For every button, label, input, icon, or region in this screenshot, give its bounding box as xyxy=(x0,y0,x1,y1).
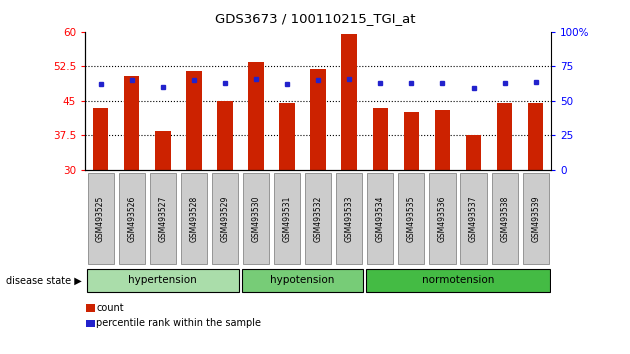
Bar xyxy=(217,101,232,170)
Bar xyxy=(528,103,544,170)
FancyBboxPatch shape xyxy=(398,173,425,264)
Text: GSM493527: GSM493527 xyxy=(158,195,167,242)
Text: GSM493530: GSM493530 xyxy=(251,195,260,242)
FancyBboxPatch shape xyxy=(243,173,269,264)
Bar xyxy=(311,69,326,170)
FancyBboxPatch shape xyxy=(118,173,145,264)
FancyBboxPatch shape xyxy=(242,269,364,292)
Text: GSM493539: GSM493539 xyxy=(531,195,540,242)
FancyBboxPatch shape xyxy=(336,173,362,264)
Text: GSM493533: GSM493533 xyxy=(345,195,353,242)
Text: GSM493535: GSM493535 xyxy=(407,195,416,242)
Text: GSM493528: GSM493528 xyxy=(190,195,198,242)
FancyBboxPatch shape xyxy=(523,173,549,264)
Text: GSM493537: GSM493537 xyxy=(469,195,478,242)
Bar xyxy=(372,108,388,170)
Bar xyxy=(93,108,108,170)
FancyBboxPatch shape xyxy=(86,269,239,292)
FancyBboxPatch shape xyxy=(181,173,207,264)
Text: disease state ▶: disease state ▶ xyxy=(6,275,82,286)
Text: hypertension: hypertension xyxy=(129,275,197,285)
Bar xyxy=(186,71,202,170)
FancyBboxPatch shape xyxy=(461,173,486,264)
Bar xyxy=(466,135,481,170)
Text: GSM493531: GSM493531 xyxy=(283,195,292,242)
Text: percentile rank within the sample: percentile rank within the sample xyxy=(96,318,261,328)
Bar xyxy=(155,131,171,170)
FancyBboxPatch shape xyxy=(150,173,176,264)
Text: GSM493526: GSM493526 xyxy=(127,195,136,242)
Text: GSM493534: GSM493534 xyxy=(376,195,385,242)
Text: GSM493532: GSM493532 xyxy=(314,195,323,242)
Text: GSM493529: GSM493529 xyxy=(220,195,229,242)
FancyBboxPatch shape xyxy=(88,173,113,264)
FancyBboxPatch shape xyxy=(366,269,550,292)
Text: GDS3673 / 100110215_TGI_at: GDS3673 / 100110215_TGI_at xyxy=(215,12,415,25)
FancyBboxPatch shape xyxy=(367,173,393,264)
Bar xyxy=(248,62,264,170)
FancyBboxPatch shape xyxy=(274,173,300,264)
Text: count: count xyxy=(96,303,124,313)
Bar xyxy=(404,113,419,170)
Text: hypotension: hypotension xyxy=(270,275,335,285)
Text: normotension: normotension xyxy=(422,275,494,285)
FancyBboxPatch shape xyxy=(430,173,455,264)
FancyBboxPatch shape xyxy=(212,173,238,264)
FancyBboxPatch shape xyxy=(491,173,518,264)
Text: GSM493538: GSM493538 xyxy=(500,195,509,242)
Text: GSM493525: GSM493525 xyxy=(96,195,105,242)
Bar xyxy=(435,110,450,170)
FancyBboxPatch shape xyxy=(305,173,331,264)
Bar xyxy=(497,103,512,170)
Bar xyxy=(341,34,357,170)
Text: GSM493536: GSM493536 xyxy=(438,195,447,242)
Bar xyxy=(279,103,295,170)
Bar xyxy=(124,76,139,170)
